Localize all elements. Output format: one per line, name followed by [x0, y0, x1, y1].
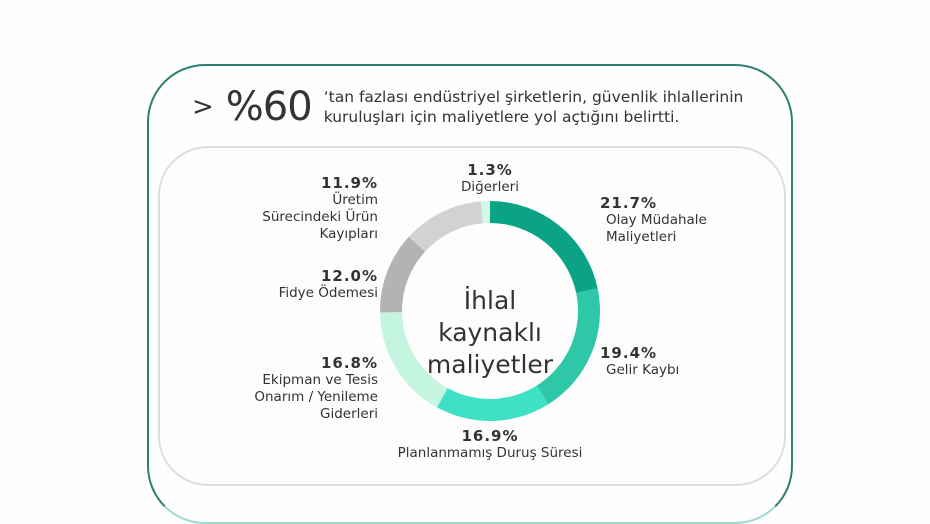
label-gelir-kaybi: 19.4% Gelir Kaybı	[600, 344, 680, 379]
label-olay-mudahale: 21.7% Olay Müdahale Maliyetleri	[600, 194, 707, 246]
donut-segment	[437, 385, 549, 421]
donut-center-label: İhlal kaynaklı maliyetler	[426, 286, 554, 379]
donut-segment	[408, 201, 483, 252]
donut-segment	[481, 201, 490, 224]
donut-segment	[536, 288, 600, 405]
donut-segment	[380, 236, 426, 313]
label-uretim-kayiplari: 11.9% Üretim Sürecindeki Ürün Kayıpları	[262, 174, 378, 243]
donut-chart	[380, 201, 600, 421]
donut-segment	[380, 312, 448, 408]
donut-segment	[490, 201, 598, 293]
headline-stat: %60	[225, 84, 313, 130]
greater-than-sign: >	[192, 92, 214, 122]
label-ekipman-tesis: 16.8% Ekipman ve Tesis Onarım / Yenileme…	[254, 354, 378, 423]
headline: > %60 ‘tan fazlası endüstriyel şirketler…	[192, 84, 743, 130]
label-digerleri: 1.3% Diğerleri	[461, 161, 519, 196]
label-fidye-odemesi: 12.0% Fidye Ödemesi	[278, 267, 378, 302]
headline-description: ‘tan fazlası endüstriyel şirketlerin, gü…	[323, 88, 744, 126]
label-planlanmamis-durus: 16.9% Planlanmamış Duruş Süresi	[397, 427, 583, 462]
